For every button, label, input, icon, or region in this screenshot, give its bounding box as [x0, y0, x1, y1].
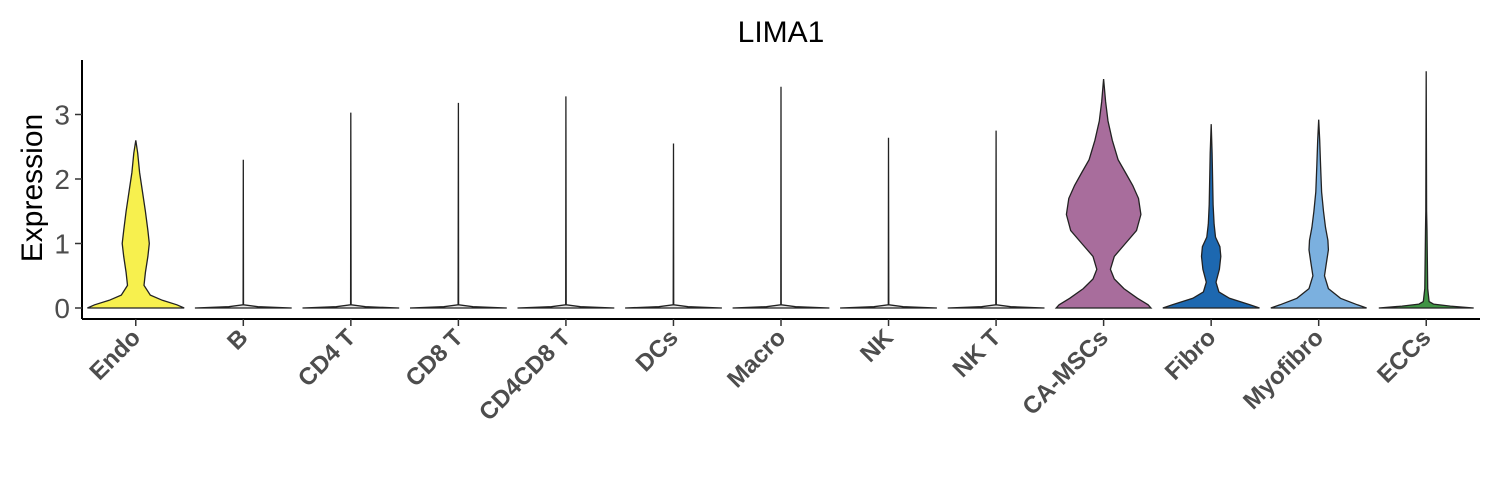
- violin-group: [87, 71, 1474, 309]
- x-tick-label: NK T: [948, 324, 1007, 383]
- x-tick-label: Endo: [84, 324, 146, 386]
- violin-ca-mscs: [1054, 78, 1153, 309]
- y-tick-label: 2: [54, 164, 70, 195]
- violin-b: [194, 159, 292, 309]
- x-tick-label: CA-MSCs: [1017, 324, 1113, 420]
- x-tick-label: DCs: [631, 324, 684, 377]
- x-tick-label: CD8 T: [401, 324, 469, 392]
- x-tick-label: CD4 T: [293, 324, 361, 392]
- y-tick-label: 1: [54, 229, 70, 260]
- x-tick-label: Fibro: [1160, 324, 1222, 386]
- violin-nk-t: [947, 130, 1045, 309]
- x-tick-label: NK: [855, 324, 899, 368]
- violin-endo: [87, 140, 185, 309]
- x-tick-label: Myofibro: [1238, 324, 1329, 415]
- violin-eccs: [1378, 71, 1474, 309]
- y-ticks: 0 1 2 3: [54, 100, 82, 324]
- x-tick-label: CD4CD8 T: [474, 324, 576, 426]
- y-tick-label: 3: [54, 100, 70, 131]
- violin-cd4cd8-t: [517, 96, 615, 309]
- violin-cd4-t: [302, 112, 400, 309]
- chart-title: LIMA1: [738, 16, 825, 49]
- x-ticks: Endo B CD4 T CD8 T CD4CD8 T DCs Macro NK NK T CA-…: [84, 319, 1436, 426]
- x-tick-label: ECCs: [1372, 324, 1436, 388]
- x-tick-label: Macro: [722, 324, 791, 393]
- violin-dcs: [625, 143, 722, 309]
- x-tick-label: B: [222, 324, 253, 355]
- y-axis-label: Expression: [16, 114, 49, 262]
- violin-fibro: [1162, 124, 1260, 309]
- violin-macro: [732, 86, 830, 309]
- violin-cd8-t: [409, 102, 507, 309]
- y-tick-label: 0: [54, 293, 70, 324]
- violin-nk: [840, 137, 937, 309]
- violin-myofibro: [1270, 119, 1367, 309]
